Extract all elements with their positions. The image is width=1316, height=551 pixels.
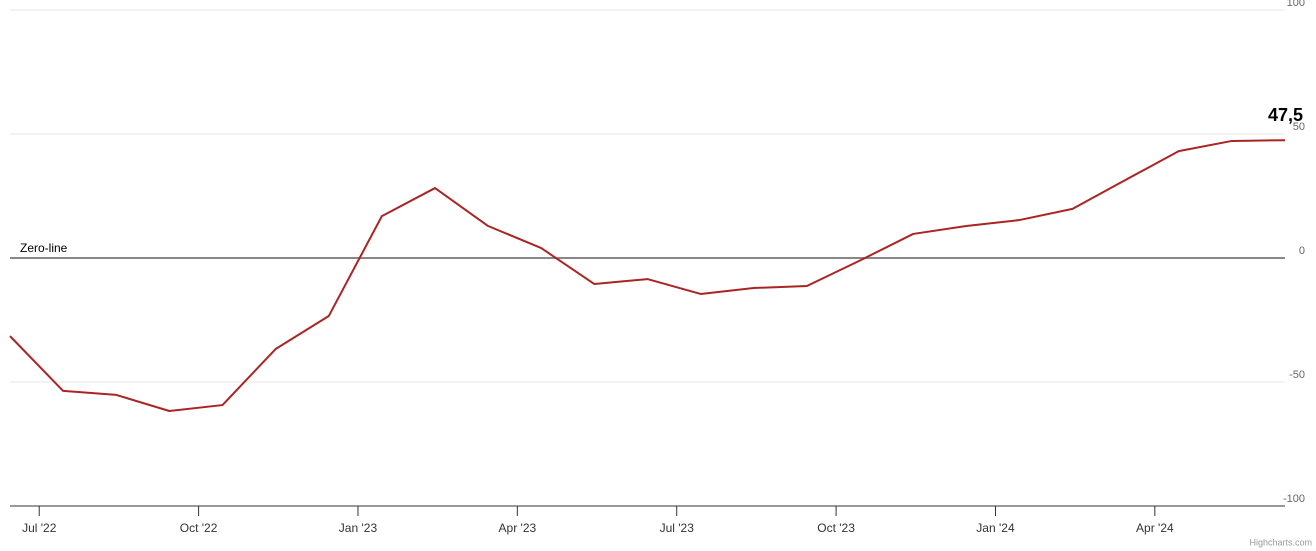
y-tick-label: 100 [1287,0,1305,9]
plot-line-label: Zero-line [20,241,68,255]
credits: Highcharts.com [1249,537,1312,547]
y-tick-label: -50 [1289,369,1305,381]
series-line [9,139,1286,413]
data-label: 47,5 [1268,105,1303,125]
x-tick-label: Apr '23 [499,521,537,535]
x-tick-label: Jan '23 [339,521,378,535]
x-tick-label: Jul '23 [660,521,695,535]
y-tick-label: 0 [1299,245,1305,257]
x-tick-label: Jul '22 [22,521,57,535]
y-tick-label: 50 [1293,121,1305,133]
x-tick-label: Jan '24 [976,521,1015,535]
x-tick-label: Oct '23 [817,521,855,535]
x-tick-label: Apr '24 [1136,521,1174,535]
y-tick-label: -100 [1283,493,1305,505]
x-tick-label: Oct '22 [180,521,218,535]
